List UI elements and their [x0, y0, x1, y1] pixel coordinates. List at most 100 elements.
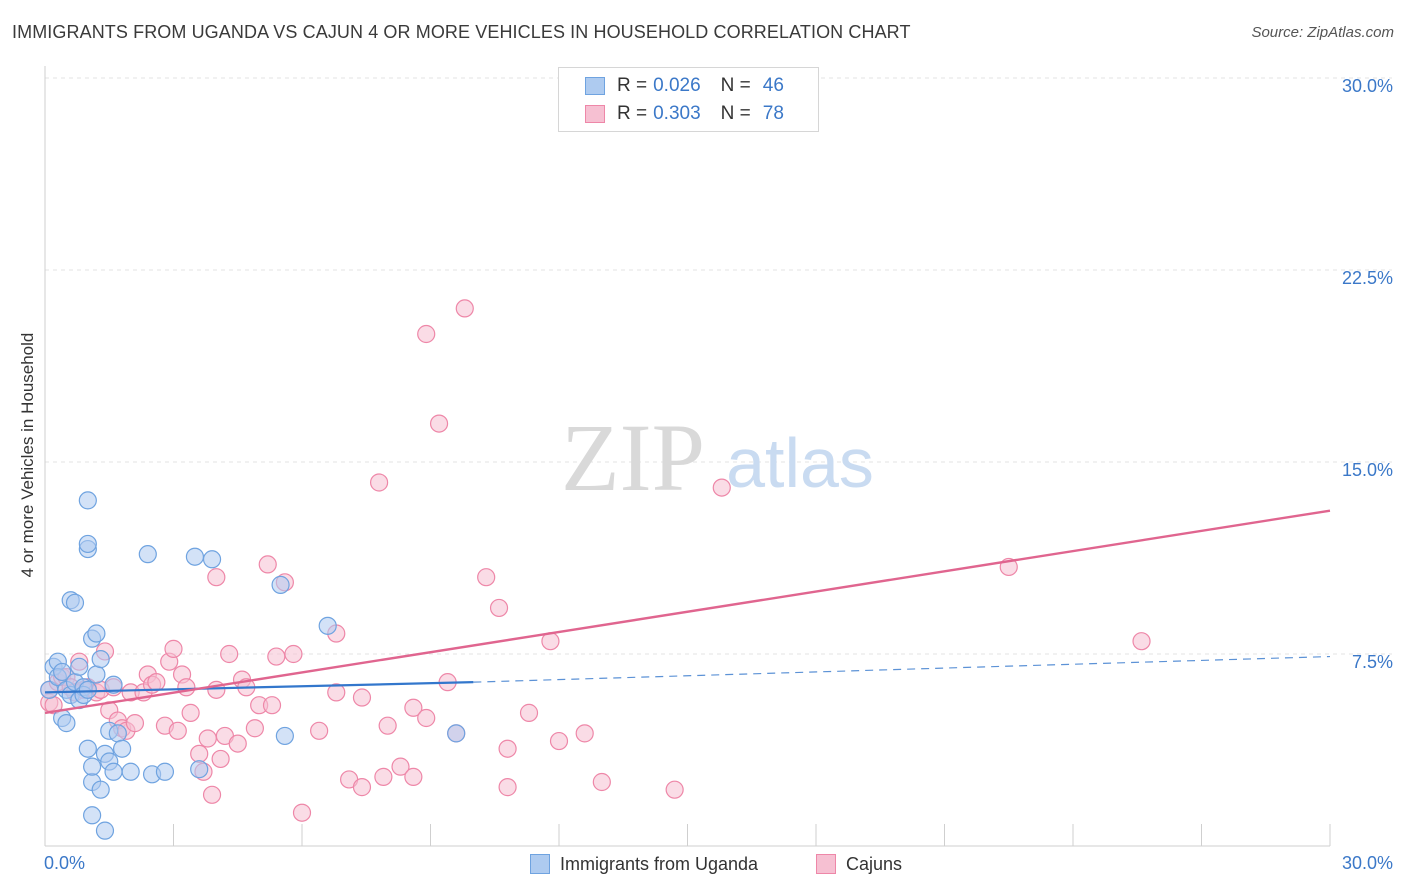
uganda-point [83, 806, 102, 825]
uganda-point [70, 657, 89, 676]
cajuns-point [202, 785, 222, 804]
cajuns-point [498, 739, 517, 758]
watermark: ZIP atlas [561, 404, 874, 511]
cajuns-point [404, 767, 423, 786]
y-tick-labels: 7.5% 15.0% 22.5% 30.0% [1342, 76, 1393, 672]
bottom-legend-uganda[interactable]: Immigrants from Uganda [530, 851, 758, 877]
cajuns-point [1132, 632, 1151, 651]
uganda-point [83, 757, 102, 776]
uganda-point [53, 662, 72, 682]
bottom-legend-swatch-uganda [530, 854, 550, 874]
uganda-point [91, 650, 110, 669]
legend-n-value: 78 [762, 103, 784, 124]
cajuns-point [489, 598, 509, 618]
watermark-atlas: atlas [726, 424, 874, 502]
cajuns-point [125, 714, 145, 733]
x-tick-label: 0.0% [44, 853, 85, 873]
legend-row-uganda: R = 0.026 N = 46 [585, 73, 784, 99]
y-tick-label: 30.0% [1342, 76, 1393, 96]
cajuns-point [181, 703, 200, 722]
cajuns-point [267, 647, 286, 666]
cajuns-point [549, 731, 569, 751]
cajuns-point [168, 721, 187, 740]
bottom-legend-label-cajuns: Cajuns [846, 853, 903, 874]
bottom-legend-cajuns[interactable]: Cajuns [816, 851, 902, 877]
cajuns-point [575, 724, 594, 743]
legend-swatch-cajuns [585, 105, 605, 123]
uganda-point [112, 739, 132, 758]
legend-row-cajuns: R = 0.303 N = 78 [585, 101, 784, 127]
uganda-point [185, 547, 205, 566]
uganda-point [78, 739, 97, 758]
gridlines [45, 77, 1392, 655]
uganda-point [57, 714, 76, 733]
cajuns-point [164, 639, 183, 658]
x-tick-label: 30.0% [1342, 853, 1393, 873]
legend-n-label: N = [720, 103, 751, 124]
uganda-trend-line [44, 681, 474, 694]
uganda-point [138, 545, 157, 564]
y-tick-label: 15.0% [1342, 460, 1393, 480]
trend-lines [44, 509, 1331, 715]
legend-r-label: R = [617, 103, 648, 124]
cajuns-point [352, 688, 372, 707]
cajuns-point [245, 719, 264, 738]
axes [44, 66, 1331, 847]
cajuns-point [258, 555, 277, 574]
uganda-point [155, 762, 175, 781]
uganda-point [108, 724, 127, 743]
uganda-point [275, 726, 294, 746]
cajuns-point [498, 778, 517, 797]
uganda-trend-extension [473, 655, 1331, 683]
cajuns-point [211, 749, 230, 769]
cajuns-point [665, 780, 684, 799]
uganda-point [87, 624, 106, 643]
watermark-zip: ZIP [561, 404, 705, 511]
x-tick-labels: 0.0% 30.0% [44, 853, 1393, 873]
cajuns-point [519, 703, 539, 722]
cajuns-point [370, 473, 389, 492]
cajuns-point [477, 568, 496, 587]
legend-swatch-uganda [585, 77, 605, 95]
uganda-point [78, 680, 97, 699]
cajuns-trend-line [44, 509, 1331, 715]
cajuns-point [712, 478, 731, 497]
y-tick-label: 7.5% [1352, 652, 1393, 672]
cajuns-point [310, 721, 329, 740]
uganda-point [65, 593, 85, 612]
uganda-point [104, 675, 123, 694]
legend-r-value: 0.026 [653, 75, 701, 96]
chart-title: IMMIGRANTS FROM UGANDA VS CAJUN 4 OR MOR… [12, 22, 911, 42]
uganda-point [447, 724, 466, 743]
y-tick-label: 22.5% [1342, 268, 1393, 288]
cajuns-point [429, 414, 449, 433]
uganda-point [78, 491, 97, 510]
uganda-point [190, 760, 209, 779]
cajuns-point [292, 803, 312, 822]
cajuns-point [262, 696, 282, 715]
cajuns-point [207, 568, 226, 587]
bottom-legend-swatch-cajuns [816, 854, 836, 874]
cajuns-point [374, 767, 393, 786]
cajuns-point [147, 673, 166, 692]
cajuns-point [177, 678, 196, 697]
cajuns-point [352, 778, 372, 797]
bottom-legend-label-uganda: Immigrants from Uganda [560, 853, 759, 874]
legend-n-value: 46 [762, 75, 784, 96]
cajuns-point [417, 708, 436, 728]
uganda-point [78, 534, 97, 554]
cajuns-point [592, 772, 611, 792]
cajuns-point [417, 324, 436, 344]
cajuns-point [220, 644, 239, 664]
cajuns-point [391, 757, 410, 776]
uganda-points [40, 491, 466, 840]
legend-r-value: 0.303 [653, 103, 701, 124]
legend-r-label: R = [617, 75, 648, 96]
cajuns-point [327, 683, 346, 702]
legend-n-label: N = [720, 75, 751, 96]
cajuns-point [378, 716, 397, 735]
uganda-point [121, 762, 140, 781]
cajuns-points [40, 71, 1151, 822]
uganda-point [318, 616, 337, 635]
